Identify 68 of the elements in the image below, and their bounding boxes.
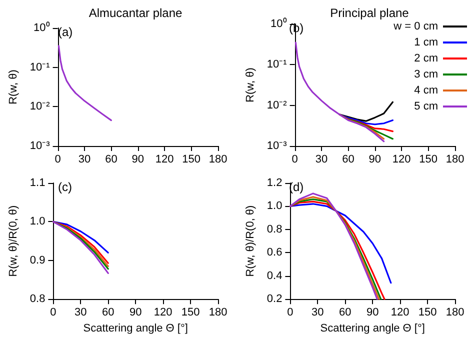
y-tick-label: 10⁻¹ [30, 61, 50, 74]
y-tick-label: 10⁻³ [266, 140, 288, 152]
chart-title: Principal plane [330, 6, 410, 20]
y-tick-label: 1.0 [266, 200, 282, 212]
y-tick-label: 10⁻³ [30, 140, 50, 152]
x-tick-label: 180 [208, 306, 228, 319]
x-tick-label: 150 [181, 306, 200, 319]
y-tick-label: 1.0 [30, 216, 46, 228]
y-tick-label: 10⁰ [34, 21, 50, 34]
x-tick-label: 60 [102, 306, 114, 319]
y-tick-label: 0.8 [30, 293, 46, 306]
x-tick-label: 150 [418, 306, 437, 319]
y-tick-label: 10⁻¹ [266, 58, 288, 71]
y-tick-label: 1.2 [266, 177, 282, 189]
y-tick-label: 10⁰ [270, 17, 287, 30]
x-tick-label: 30 [312, 306, 324, 319]
y-tick-label: 0.8 [266, 223, 282, 236]
x-tick-label: 90 [368, 154, 382, 166]
x-tick-label: 0 [292, 154, 298, 166]
y-tick-label: 0.2 [266, 293, 282, 306]
legend-label: w = 0 cm [392, 20, 438, 32]
annotation: (a) [58, 25, 73, 39]
line-series [294, 42, 385, 142]
line-series [338, 114, 394, 132]
legend-label: 1 cm [414, 36, 438, 48]
y-axis-title: R(w, θ)/R(0, θ) [244, 205, 256, 277]
y-axis-title: R(w, θ) [244, 68, 256, 102]
legend-label: 5 cm [414, 100, 438, 112]
y-tick-label: 0.9 [30, 254, 46, 266]
y-axis-title: R(w, θ)/R(0, θ) [8, 205, 20, 277]
y-axis-title: R(w, θ) [8, 70, 20, 104]
legend-label: 3 cm [414, 68, 438, 80]
y-tick-label: 1.1 [30, 177, 46, 189]
annotation: (c) [58, 180, 72, 194]
legend-label: 4 cm [414, 84, 438, 96]
x-tick-label: 180 [446, 306, 464, 319]
x-tick-label: 30 [315, 154, 328, 166]
x-tick-label: 120 [390, 306, 410, 319]
x-tick-label: 60 [105, 154, 118, 166]
x-axis-title: Scattering angle Θ [°] [320, 322, 425, 334]
x-tick-label: 0 [50, 306, 56, 319]
x-tick-label: 30 [78, 154, 91, 166]
x-tick-label: 180 [208, 154, 228, 166]
x-tick-label: 120 [155, 154, 174, 166]
x-tick-label: 90 [366, 306, 379, 319]
x-tick-label: 90 [132, 154, 144, 166]
y-tick-label: 10⁻² [266, 99, 288, 112]
x-tick-label: 60 [339, 306, 352, 319]
x-tick-label: 30 [74, 306, 87, 319]
y-tick-label: 10⁻² [30, 100, 50, 113]
y-tick-label: 0.6 [266, 246, 282, 259]
x-tick-label: 150 [419, 154, 438, 166]
x-tick-label: 120 [154, 306, 172, 319]
line-series [289, 203, 392, 284]
line-series [58, 45, 112, 122]
x-tick-label: 180 [446, 154, 464, 166]
chart-title: Almucantar plane [88, 6, 183, 20]
x-tick-label: 120 [392, 154, 411, 166]
x-tick-label: 90 [129, 306, 142, 319]
x-tick-label: 0 [54, 154, 61, 166]
x-tick-label: 150 [182, 154, 200, 166]
x-axis-title: Scattering angle Θ [°] [83, 322, 188, 334]
line-series [338, 101, 394, 122]
x-tick-label: 60 [342, 154, 354, 166]
x-tick-label: 0 [287, 306, 294, 319]
y-tick-label: 0.4 [266, 270, 282, 282]
line-series [52, 220, 109, 254]
legend-label: 2 cm [414, 52, 438, 64]
